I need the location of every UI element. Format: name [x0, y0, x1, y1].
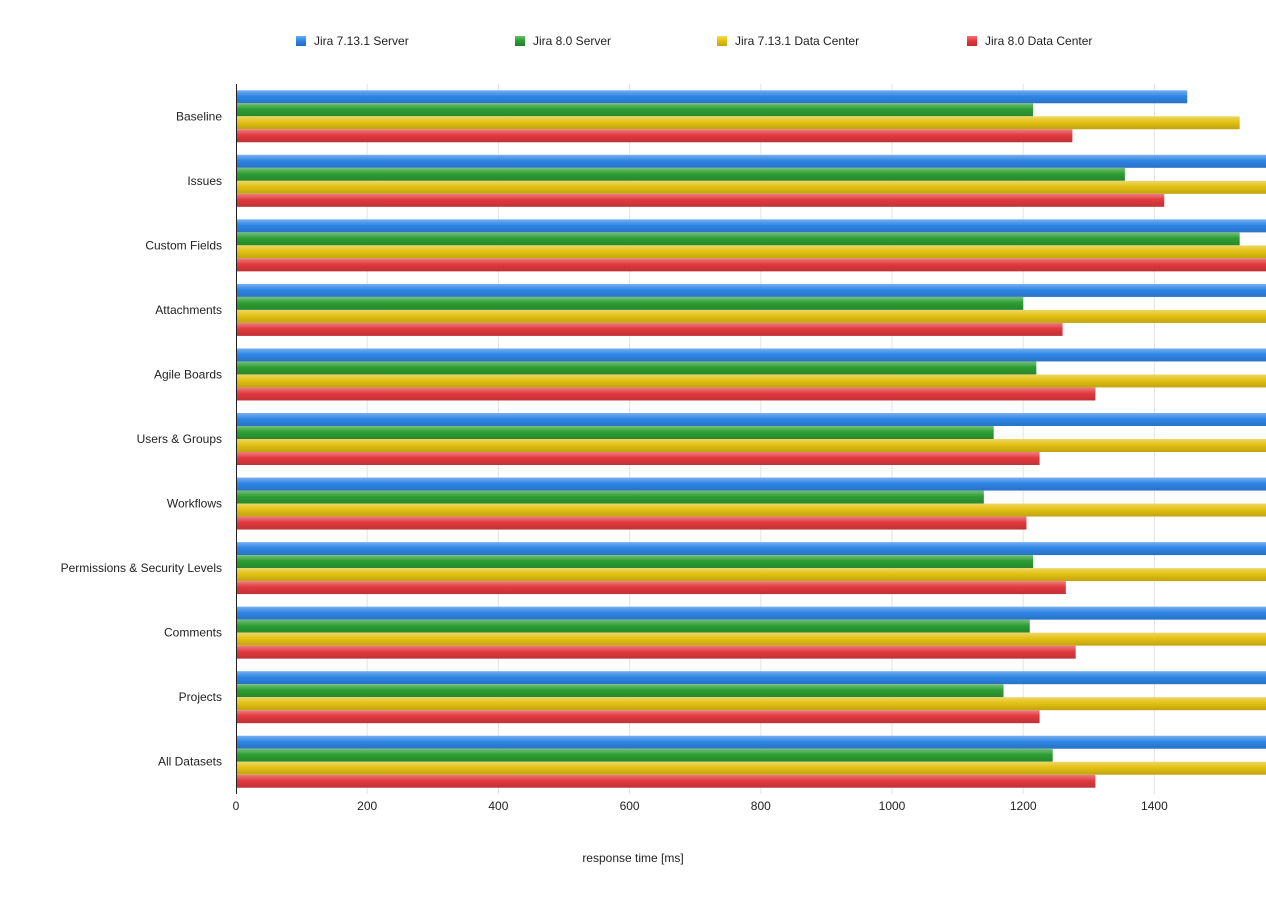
bar: [236, 439, 1266, 452]
legend: Jira 7.13.1 Server Jira 8.0 Server Jira …: [0, 34, 1266, 52]
category-label: Custom Fields: [145, 238, 222, 252]
bars: [236, 90, 1266, 788]
legend-item-jira-8-0-server: Jira 8.0 Server: [515, 34, 611, 48]
bar: [236, 374, 1266, 388]
legend-item-jira-7-13-1-server: Jira 7.13.1 Server: [296, 34, 409, 48]
category-label: Projects: [179, 690, 222, 704]
category-label: Workflows: [167, 497, 222, 511]
legend-swatch: [296, 36, 306, 46]
bar: [236, 671, 1266, 685]
category-label: All Datasets: [158, 755, 222, 769]
bar: [236, 413, 1266, 426]
legend-label: Jira 7.13.1 Server: [314, 34, 409, 48]
x-tick-label: 0: [233, 799, 240, 813]
x-tick-label: 600: [620, 799, 640, 813]
bar: [236, 103, 1034, 117]
bar: [236, 697, 1266, 711]
bar: [236, 361, 1037, 375]
bar: [236, 735, 1266, 749]
bar: [236, 193, 1165, 207]
bar: [236, 477, 1266, 491]
legend-label: Jira 8.0 Data Center: [985, 34, 1093, 48]
x-tick-label: 1400: [1141, 799, 1168, 813]
category-label: Issues: [187, 174, 222, 188]
legend-item-jira-7-13-1-data-center: Jira 7.13.1 Data Center: [717, 34, 859, 48]
bar: [236, 258, 1266, 272]
bar: [236, 490, 984, 504]
bar: [236, 154, 1266, 168]
x-axis-title: response time [ms]: [582, 851, 684, 865]
bar: [236, 619, 1030, 633]
bar: [236, 283, 1266, 297]
bar: [236, 348, 1266, 362]
x-tick-label: 200: [357, 799, 377, 813]
category-label: Users & Groups: [137, 432, 222, 446]
y-tick-labels: Baseline Issues Custom Fields Attachments Ag…: [61, 109, 223, 768]
category-label: Baseline: [176, 109, 222, 123]
bar: [236, 748, 1053, 762]
x-tick-label: 1200: [1010, 799, 1037, 813]
bar: [236, 516, 1027, 530]
bar: [236, 116, 1240, 130]
bar: [236, 568, 1266, 582]
category-label: Comments: [164, 626, 222, 640]
bar: [236, 232, 1240, 246]
bar: [236, 645, 1076, 659]
bar: [236, 606, 1266, 620]
legend-label: Jira 8.0 Server: [533, 34, 612, 48]
x-tick-label: 800: [751, 799, 771, 813]
bar: [236, 167, 1125, 181]
bar: [236, 219, 1266, 233]
bar: [236, 632, 1266, 646]
bar: [236, 581, 1066, 595]
bar: [236, 426, 994, 439]
bar: [236, 555, 1034, 569]
legend-item-jira-8-0-data-center: Jira 8.0 Data Center: [967, 34, 1092, 48]
bar: [236, 684, 1004, 698]
category-label: Permissions & Security Levels: [61, 561, 222, 575]
bar: [236, 296, 1024, 310]
legend-label: Jira 7.13.1 Data Center: [735, 34, 860, 48]
bar: [236, 542, 1266, 556]
bar: [236, 322, 1063, 336]
bar: [236, 245, 1266, 259]
x-tick-labels: 0200400600800100012001400160018002000220…: [233, 799, 1168, 813]
category-label: Agile Boards: [154, 367, 222, 381]
bar: [236, 180, 1266, 194]
bar: [236, 774, 1096, 788]
bar: [236, 90, 1188, 104]
bar: [236, 309, 1266, 323]
legend-swatch: [515, 36, 525, 46]
bar: [236, 129, 1073, 143]
x-tick-label: 400: [488, 799, 508, 813]
bar: [236, 387, 1096, 401]
bar: [236, 761, 1266, 775]
category-label: Attachments: [155, 303, 222, 317]
legend-swatch: [967, 36, 977, 46]
legend-swatch: [717, 36, 727, 46]
bar: [236, 452, 1040, 465]
bar: [236, 710, 1040, 724]
bar: [236, 503, 1266, 517]
x-tick-label: 1000: [879, 799, 906, 813]
